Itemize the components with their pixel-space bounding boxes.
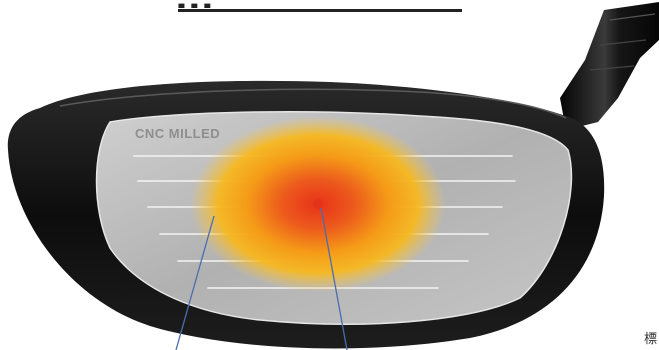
title-underline <box>178 9 462 12</box>
corner-text: 標 <box>643 332 657 347</box>
title-fragment: ... <box>175 0 465 8</box>
crown-edge-highlight <box>59 88 567 119</box>
hosel <box>560 2 659 130</box>
cnc-milled-marking: CNC MILLED <box>135 126 221 141</box>
sweet-spot-center <box>313 199 323 209</box>
pointer-lines <box>175 207 348 350</box>
title-text: ... <box>175 0 465 8</box>
